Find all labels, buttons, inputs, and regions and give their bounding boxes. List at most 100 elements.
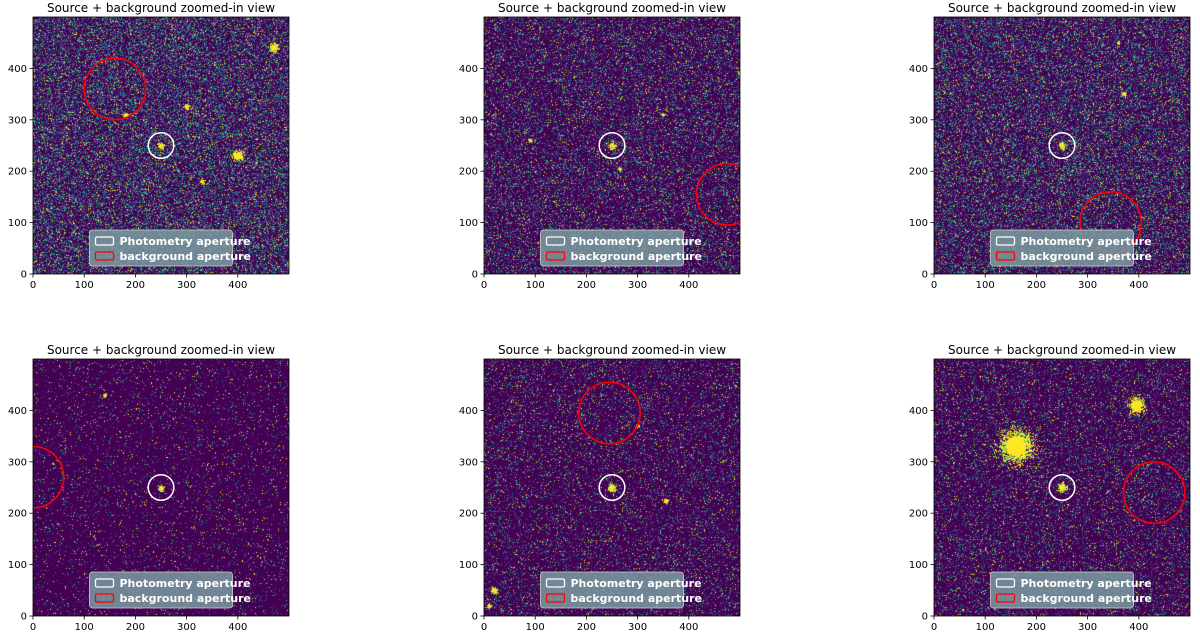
chart-title: Source + background zoomed-in view: [498, 343, 726, 357]
y-tick-label: 0: [922, 612, 928, 623]
legend-box: [990, 229, 1134, 267]
y-tick-label: 400: [909, 64, 928, 75]
y-tick-label: 300: [8, 115, 27, 126]
legend-swatch-photometry: [995, 578, 1016, 588]
axes-frame: [483, 358, 741, 617]
chart-title: Source + background zoomed-in view: [948, 1, 1176, 15]
legend-swatch-photometry: [94, 236, 115, 246]
y-tick-label: 0: [21, 270, 27, 281]
background-aperture: [1122, 461, 1186, 525]
legend-swatch-background: [94, 593, 115, 603]
legend: Photometry aperture background aperture: [990, 571, 1153, 609]
x-tick-label: 200: [1027, 280, 1046, 291]
legend: Photometry aperture background aperture: [89, 571, 252, 609]
legend-box: [540, 229, 684, 267]
x-tick-label: 400: [679, 280, 698, 291]
x-tick-label: 300: [628, 622, 647, 633]
chart-title: Source + background zoomed-in view: [948, 343, 1176, 357]
y-tick-label: 200: [8, 167, 27, 178]
legend-swatch-photometry: [545, 236, 566, 246]
x-tick-label: 200: [126, 280, 145, 291]
x-tick-label: 400: [1129, 280, 1148, 291]
x-tick-label: 200: [1027, 622, 1046, 633]
legend-label-background: background aperture: [1021, 592, 1153, 605]
y-tick-label: 100: [459, 560, 478, 571]
legend-swatch-background: [995, 593, 1016, 603]
y-tick-label: 300: [8, 457, 27, 468]
legend-swatch-photometry: [94, 578, 115, 588]
legend-label-background: background aperture: [1021, 250, 1153, 263]
chart-title: Source + background zoomed-in view: [47, 1, 275, 15]
legend-swatch-background: [545, 593, 566, 603]
x-tick-label: 0: [931, 622, 937, 633]
y-tick-label: 300: [459, 115, 478, 126]
y-tick-label: 100: [909, 218, 928, 229]
y-tick-label: 400: [459, 406, 478, 417]
legend-swatch-photometry: [545, 578, 566, 588]
y-tick-label: 400: [8, 64, 27, 75]
y-tick-label: 300: [459, 457, 478, 468]
y-tick-label: 0: [21, 612, 27, 623]
legend-swatch-background: [94, 251, 115, 261]
x-tick-label: 400: [1129, 622, 1148, 633]
x-tick-label: 0: [481, 280, 487, 291]
x-tick-label: 0: [481, 622, 487, 633]
x-tick-label: 400: [679, 622, 698, 633]
legend: Photometry aperture background aperture: [540, 229, 703, 267]
legend-label-photometry: Photometry aperture: [571, 235, 702, 248]
x-tick-label: 300: [177, 622, 196, 633]
x-tick-label: 200: [126, 622, 145, 633]
x-tick-label: 0: [30, 280, 36, 291]
legend-swatch-photometry: [995, 236, 1016, 246]
legend-swatch-background: [545, 251, 566, 261]
subplot-3: Source + background zoomed-in view 0 100 20…: [909, 1, 1191, 291]
axes-frame: [32, 358, 290, 617]
x-tick-label: 100: [75, 622, 94, 633]
y-tick-label: 400: [8, 406, 27, 417]
chart-title: Source + background zoomed-in view: [47, 343, 275, 357]
photometry-aperture: [147, 131, 175, 160]
photometry-aperture: [1048, 131, 1076, 160]
chart-title: Source + background zoomed-in view: [498, 1, 726, 15]
legend-label-background: background aperture: [120, 250, 252, 263]
image-panel: [33, 17, 289, 274]
x-tick-label: 100: [976, 280, 995, 291]
axes-frame: [32, 16, 290, 275]
x-tick-label: 100: [526, 280, 545, 291]
x-tick-label: 400: [228, 622, 247, 633]
y-tick-label: 300: [909, 457, 928, 468]
legend-label-background: background aperture: [120, 592, 252, 605]
y-tick-label: 200: [909, 167, 928, 178]
y-tick-label: 200: [459, 509, 478, 520]
image-panel: [33, 359, 289, 616]
subplot-5: Source + background zoomed-in view 0 100 20…: [459, 343, 741, 633]
image-panel: [934, 17, 1190, 274]
legend: Photometry aperture background aperture: [540, 571, 702, 609]
background-aperture: [577, 381, 641, 445]
y-tick-label: 400: [459, 64, 478, 75]
x-tick-label: 0: [30, 622, 36, 633]
legend-box: [89, 571, 233, 609]
background-aperture: [83, 57, 147, 121]
x-tick-label: 300: [1078, 622, 1097, 633]
axes-frame: [933, 358, 1191, 617]
legend-label-photometry: Photometry aperture: [1021, 577, 1152, 590]
y-tick-label: 0: [472, 270, 478, 281]
y-tick-label: 100: [8, 218, 27, 229]
axes-frame: [933, 16, 1191, 275]
legend-label-photometry: Photometry aperture: [120, 235, 251, 248]
subplot-1: Source + background zoomed-in view 0 100 20…: [8, 1, 290, 291]
y-tick-label: 100: [909, 560, 928, 571]
x-tick-label: 100: [526, 622, 545, 633]
subplot-6: Source + background zoomed-in view 0 100 20…: [909, 343, 1191, 633]
legend-label-background: background aperture: [571, 250, 703, 263]
legend-box: [990, 571, 1134, 609]
legend-box: [540, 571, 684, 609]
background-aperture: [33, 445, 65, 509]
photometry-aperture: [598, 473, 626, 502]
axes-frame: [483, 16, 741, 275]
y-tick-label: 200: [8, 509, 27, 520]
x-tick-label: 300: [628, 280, 647, 291]
subplot-2: Source + background zoomed-in view 0 100 20…: [459, 1, 741, 291]
